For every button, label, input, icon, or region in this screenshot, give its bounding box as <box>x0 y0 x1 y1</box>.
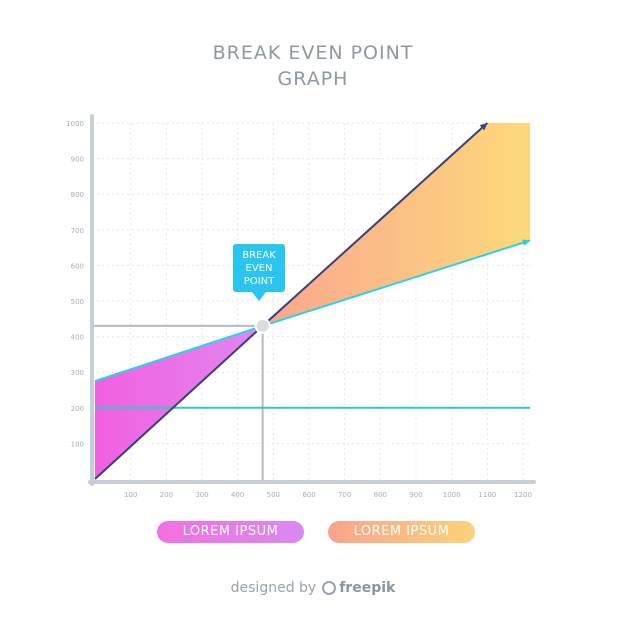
x-tick-label: 300 <box>195 491 208 499</box>
x-tick-label: 700 <box>338 491 351 499</box>
y-tick-label: 600 <box>71 262 84 270</box>
callout-pointer <box>252 292 266 301</box>
chart-title-line-2: GRAPH <box>277 68 349 90</box>
callout-box <box>233 244 285 292</box>
break-even-callout: BREAK EVEN POINT <box>233 244 285 301</box>
y-tick-label: 1000 <box>66 120 84 128</box>
chart-title-line-1: BREAK EVEN POINT <box>212 42 414 64</box>
x-tick-label: 200 <box>160 491 173 499</box>
y-tick-label: 800 <box>71 191 84 199</box>
y-tick-label: 400 <box>71 334 84 342</box>
footer-brand: freepik <box>339 580 396 596</box>
tick-labels: 100 200 300 400 500 600 700 800 900 1000 1100 1200 1… <box>66 120 532 499</box>
x-tick-label: 500 <box>267 491 280 499</box>
legend-item-loss: LOREM IPSUM <box>157 521 304 543</box>
x-tick-label: 1100 <box>478 491 496 499</box>
callout-text-line1: BREAK <box>242 250 276 261</box>
y-tick-label: 200 <box>71 405 84 413</box>
cost-arrowhead <box>522 239 531 246</box>
profit-area <box>262 123 531 326</box>
y-tick-label: 500 <box>71 298 84 306</box>
chart-title: BREAK EVEN POINT GRAPH <box>0 40 626 92</box>
x-tick-label: 1000 <box>443 491 461 499</box>
legend-item-profit: LOREM IPSUM <box>328 521 475 543</box>
break-even-guides <box>92 324 264 482</box>
axes <box>88 114 536 486</box>
freepik-logo-icon <box>322 581 337 595</box>
chart-areas <box>95 123 531 479</box>
revenue-arrowhead <box>479 123 488 131</box>
y-tick-label: 300 <box>71 369 84 377</box>
x-tick-label: 900 <box>409 491 422 499</box>
x-tick-label: 1200 <box>514 491 532 499</box>
break-even-point-marker <box>254 317 271 334</box>
callout-text-line3: POINT <box>244 276 275 287</box>
y-tick-label: 700 <box>71 227 84 235</box>
x-tick-label: 600 <box>302 491 315 499</box>
y-tick-label: 100 <box>71 440 84 448</box>
break-even-marker <box>254 317 271 334</box>
footer-credit: designed by freepik <box>0 580 626 596</box>
y-tick-label: 900 <box>71 156 84 164</box>
x-tick-label: 800 <box>374 491 387 499</box>
callout-text-line2: EVEN <box>246 263 273 274</box>
x-tick-label: 400 <box>231 491 244 499</box>
series-line-cost <box>94 239 531 383</box>
footer-text: designed by <box>230 580 317 596</box>
x-tick-label: 100 <box>124 491 137 499</box>
